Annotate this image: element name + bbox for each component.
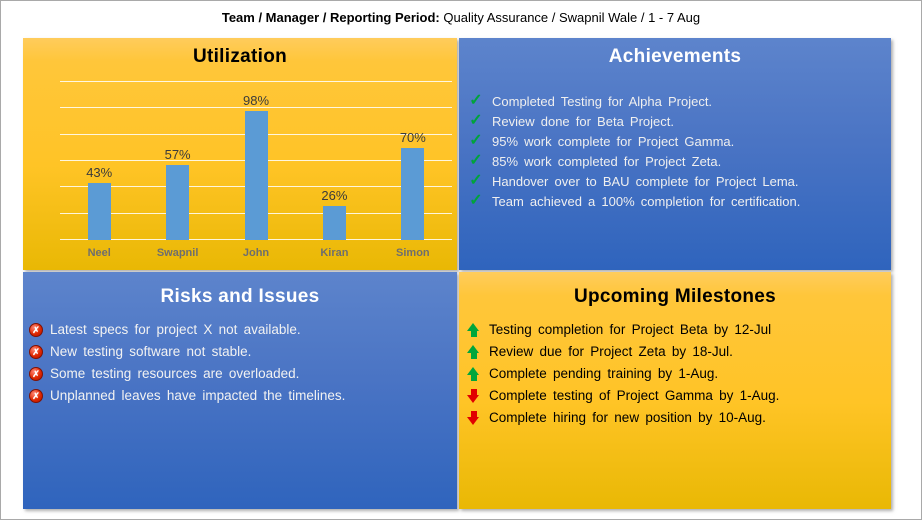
bar-slot: 43% Neel xyxy=(60,82,138,259)
check-icon: ✓ xyxy=(469,152,483,169)
bar-value-label: 57% xyxy=(164,146,191,162)
list-item: Complete testing of Project Gamma by 1-A… xyxy=(467,386,891,406)
bar-slot: 57% Swapnil xyxy=(138,82,216,259)
bar: 70% xyxy=(400,130,426,240)
achievements-title: Achievements xyxy=(608,46,742,67)
check-icon: ✓ xyxy=(469,112,483,129)
list-item: ✓ Review done for Beta Project. xyxy=(467,112,891,131)
risks-panel: Risks and Issues ✗ Latest specs for proj… xyxy=(23,272,457,509)
list-item: Review due for Project Zeta by 18-Jul. xyxy=(467,342,891,362)
error-icon: ✗ xyxy=(29,323,43,337)
list-item: Complete hiring for new position by 10-A… xyxy=(467,408,891,428)
plot-area: 43% Neel 57% Swapnil 98% John xyxy=(60,81,452,259)
check-icon: ✓ xyxy=(469,132,483,149)
achievement-text: Team achieved a 100% completion for cert… xyxy=(492,194,801,209)
milestone-text: Testing completion for Project Beta by 1… xyxy=(489,322,772,337)
milestone-text: Complete hiring for new position by 10-A… xyxy=(489,410,766,425)
x-glyph: ✗ xyxy=(32,369,40,379)
bar-slot: 26% Kiran xyxy=(295,82,373,259)
achievement-text: 85% work completed for Project Zeta. xyxy=(492,154,722,169)
arrow-up-icon xyxy=(467,323,480,337)
bar-value-label: 98% xyxy=(243,92,270,108)
achievement-text: 95% work complete for Project Gamma. xyxy=(492,134,735,149)
list-item: Complete pending training by 1-Aug. xyxy=(467,364,891,384)
bar-slot: 70% Simon xyxy=(374,82,452,259)
achievements-list: ✓ Completed Testing for Alpha Project. ✓… xyxy=(459,92,891,211)
achievement-text: Review done for Beta Project. xyxy=(492,114,674,129)
arrow-down-icon xyxy=(467,411,480,425)
error-icon: ✗ xyxy=(29,389,43,403)
utilization-title: Utilization xyxy=(192,46,288,67)
list-item: ✗ Unplanned leaves have impacted the tim… xyxy=(29,386,457,406)
milestone-text: Review due for Project Zeta by 18-Jul. xyxy=(489,344,733,359)
milestones-list: Testing completion for Project Beta by 1… xyxy=(459,320,891,428)
x-glyph: ✗ xyxy=(32,347,40,357)
bar-value-label: 70% xyxy=(399,129,426,145)
list-item: ✗ Latest specs for project X not availab… xyxy=(29,320,457,340)
list-item: ✗ New testing software not stable. xyxy=(29,342,457,362)
risk-text: Unplanned leaves have impacted the timel… xyxy=(50,388,346,403)
arrow-up-icon xyxy=(467,345,480,359)
arrow-down-icon xyxy=(467,389,480,403)
list-item: ✓ 85% work completed for Project Zeta. xyxy=(467,152,891,171)
x-glyph: ✗ xyxy=(32,391,40,401)
list-item: ✓ Team achieved a 100% completion for ce… xyxy=(467,192,891,211)
list-item: ✗ Some testing resources are overloaded. xyxy=(29,364,457,384)
bar: 98% xyxy=(243,93,269,240)
bar-value-label: 26% xyxy=(321,187,348,203)
error-icon: ✗ xyxy=(29,345,43,359)
header-value: Quality Assurance / Swapnil Wale / 1 - 7… xyxy=(443,10,701,25)
bar-slot: 98% John xyxy=(217,82,295,259)
bar-category-label: Kiran xyxy=(320,247,349,259)
achievements-panel: Achievements ✓ Completed Testing for Alp… xyxy=(459,38,891,270)
arrow-up-icon xyxy=(467,367,480,381)
risk-text: Latest specs for project X not available… xyxy=(50,322,301,337)
check-icon: ✓ xyxy=(469,92,483,109)
bar-category-label: Swapnil xyxy=(156,247,199,259)
risks-title: Risks and Issues xyxy=(160,286,320,307)
bar: 57% xyxy=(165,147,191,240)
bar: 26% xyxy=(321,188,347,240)
error-icon: ✗ xyxy=(29,367,43,381)
report-header: Team / Manager / Reporting Period: Quali… xyxy=(1,10,921,25)
check-icon: ✓ xyxy=(469,172,483,189)
risk-text: New testing software not stable. xyxy=(50,344,252,359)
bar-category-label: Neel xyxy=(87,247,111,259)
risks-list: ✗ Latest specs for project X not availab… xyxy=(23,320,457,406)
x-glyph: ✗ xyxy=(32,325,40,335)
list-item: ✓ Handover over to BAU complete for Proj… xyxy=(467,172,891,191)
bar-category-label: Simon xyxy=(396,247,430,259)
achievement-text: Completed Testing for Alpha Project. xyxy=(492,94,713,109)
utilization-panel: Utilization 43% Neel 57% Swapnil 98% xyxy=(23,38,457,270)
risk-text: Some testing resources are overloaded. xyxy=(50,366,300,381)
bar-value-label: 43% xyxy=(86,165,113,181)
milestone-text: Complete testing of Project Gamma by 1-A… xyxy=(489,388,780,403)
milestone-text: Complete pending training by 1-Aug. xyxy=(489,366,719,381)
milestones-title: Upcoming Milestones xyxy=(573,286,777,307)
list-item: Testing completion for Project Beta by 1… xyxy=(467,320,891,340)
achievement-text: Handover over to BAU complete for Projec… xyxy=(492,174,799,189)
header-label: Team / Manager / Reporting Period: xyxy=(221,10,440,25)
bar-category-label: John xyxy=(242,247,270,259)
milestones-panel: Upcoming Milestones Testing completion f… xyxy=(459,272,891,509)
list-item: ✓ Completed Testing for Alpha Project. xyxy=(467,92,891,111)
quadrant-grid: Utilization 43% Neel 57% Swapnil 98% xyxy=(23,38,891,509)
bar: 43% xyxy=(86,165,112,240)
check-icon: ✓ xyxy=(469,192,483,209)
list-item: ✓ 95% work complete for Project Gamma. xyxy=(467,132,891,151)
